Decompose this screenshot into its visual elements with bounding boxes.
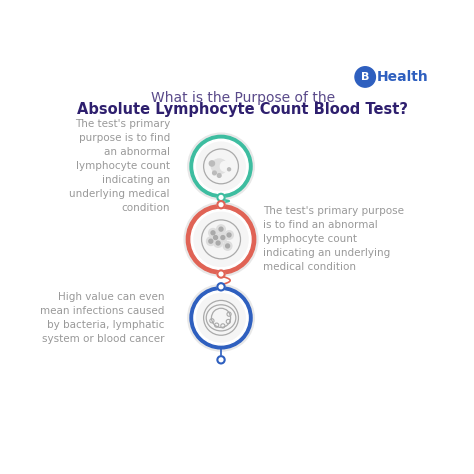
Circle shape: [211, 233, 220, 242]
Circle shape: [218, 270, 225, 278]
Circle shape: [225, 231, 233, 239]
Circle shape: [209, 228, 217, 237]
Circle shape: [218, 356, 225, 364]
Circle shape: [216, 241, 220, 245]
Circle shape: [186, 205, 255, 274]
Circle shape: [355, 67, 375, 87]
Circle shape: [197, 142, 245, 191]
Text: Absolute Lymphocyte Count Blood Test?: Absolute Lymphocyte Count Blood Test?: [77, 102, 409, 117]
Circle shape: [211, 231, 215, 235]
Circle shape: [227, 233, 231, 237]
Circle shape: [218, 173, 221, 177]
Circle shape: [219, 227, 223, 231]
Circle shape: [217, 225, 225, 233]
Circle shape: [218, 201, 225, 209]
Circle shape: [213, 171, 216, 175]
Circle shape: [207, 237, 215, 246]
Circle shape: [226, 244, 229, 248]
Text: The test's primary
purpose is to find
an abnormal
lymphocyte count
indicating an: The test's primary purpose is to find an…: [69, 119, 170, 213]
Text: High value can even
mean infections caused
by bacteria, lymphatic
system or bloo: High value can even mean infections caus…: [40, 292, 164, 344]
Text: What is the Purpose of the: What is the Purpose of the: [151, 91, 335, 105]
Circle shape: [197, 293, 245, 342]
Circle shape: [194, 291, 248, 345]
Ellipse shape: [220, 162, 229, 171]
Circle shape: [219, 233, 227, 242]
Circle shape: [194, 212, 248, 266]
Circle shape: [190, 136, 252, 197]
Text: The test's primary purpose
is to find an abnormal
lymphocyte count
indicating an: The test's primary purpose is to find an…: [263, 206, 404, 273]
Circle shape: [194, 139, 248, 193]
Circle shape: [218, 283, 225, 291]
Circle shape: [214, 239, 222, 247]
Circle shape: [209, 239, 213, 243]
Circle shape: [223, 242, 232, 250]
Circle shape: [218, 194, 225, 201]
Text: Health: Health: [377, 70, 429, 84]
Circle shape: [191, 210, 251, 269]
Circle shape: [221, 236, 225, 239]
Text: B: B: [361, 72, 369, 82]
Circle shape: [184, 202, 258, 276]
Circle shape: [228, 168, 230, 171]
Circle shape: [188, 284, 254, 351]
Circle shape: [214, 236, 218, 239]
Circle shape: [190, 287, 252, 349]
Ellipse shape: [211, 159, 227, 174]
Circle shape: [210, 161, 215, 166]
Circle shape: [188, 133, 254, 200]
